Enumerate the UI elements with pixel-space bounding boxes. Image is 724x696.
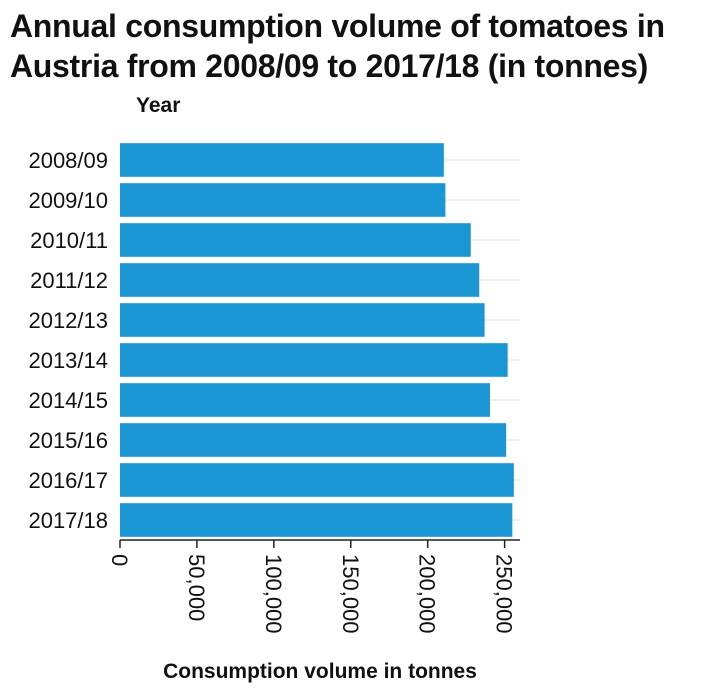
bar: [120, 143, 444, 177]
x-tick-label: 150,000: [338, 554, 363, 634]
bar: [120, 223, 471, 257]
bar: [120, 503, 513, 537]
y-tick-label: 2016/17: [28, 468, 108, 493]
x-tick-label: 200,000: [415, 554, 440, 634]
bar: [120, 463, 514, 497]
y-tick-label: 2015/16: [28, 428, 108, 453]
y-axis-label: Year: [136, 94, 181, 117]
x-tick-label: 50,000: [184, 554, 209, 621]
x-tick-label: 100,000: [261, 554, 286, 634]
y-tick-label: 2011/12: [30, 268, 108, 293]
x-axis-label: Consumption volume in tonnes: [163, 660, 477, 683]
y-tick-label: 2009/10: [28, 188, 108, 213]
bars: [120, 143, 514, 537]
y-tick-label: 2014/15: [28, 388, 108, 413]
y-tick-label: 2013/14: [28, 348, 108, 373]
y-tick-label: 2012/13: [28, 308, 108, 333]
y-tick-label: 2008/09: [28, 148, 108, 173]
x-tick-label: 0: [107, 554, 132, 566]
bar: [120, 423, 507, 457]
tick-labels: 2008/09 2009/10 2010/11 2011/12 2012/13 2013/…: [28, 148, 516, 634]
x-tick-label: 250,000: [492, 554, 517, 634]
bar: [120, 343, 508, 377]
bar: [120, 183, 446, 217]
bar: [120, 263, 480, 297]
y-tick-label: 2017/18: [28, 508, 108, 533]
bar: [120, 383, 490, 417]
y-tick-label: 2010/11: [30, 228, 108, 253]
chart-title: Annual consumption volume of tomatoes in…: [10, 8, 665, 84]
bar: [120, 303, 485, 337]
axes: [119, 539, 520, 548]
